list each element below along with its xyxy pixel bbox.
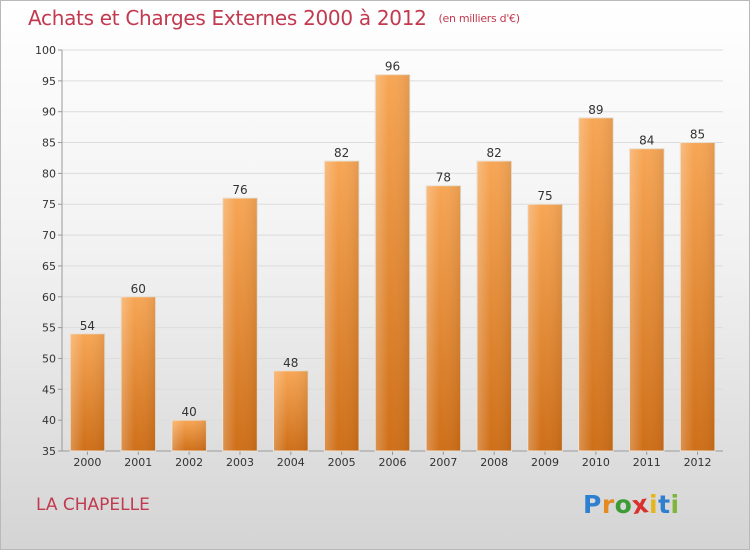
bar-shine-2006 xyxy=(375,74,410,451)
bar-shine-2008 xyxy=(476,161,512,452)
bar-shine-2002 xyxy=(171,420,207,451)
y-tick-label: 80 xyxy=(42,167,56,180)
bar-shine-2003 xyxy=(222,198,258,451)
proxiti-logo: Proxiti xyxy=(583,488,680,521)
x-tick-label-2003: 2003 xyxy=(226,456,254,469)
y-tick-label: 70 xyxy=(42,229,56,242)
x-tick-label-2006: 2006 xyxy=(379,456,407,469)
logo-letter: r xyxy=(601,490,615,519)
y-tick-label: 65 xyxy=(42,260,56,273)
value-label-2001: 60 xyxy=(131,282,146,296)
y-tick-label: 50 xyxy=(42,352,56,365)
value-label-2009: 75 xyxy=(537,189,552,203)
bar-shine-2004 xyxy=(273,370,309,451)
y-tick-label: 45 xyxy=(42,383,56,396)
bar-shine-2007 xyxy=(426,185,461,451)
y-tick-label: 60 xyxy=(42,291,56,304)
bar-shine-2012 xyxy=(680,142,715,452)
value-label-2010: 89 xyxy=(588,103,603,117)
logo-letter: i xyxy=(670,490,680,519)
y-tick-label: 95 xyxy=(42,75,56,88)
value-label-2012: 85 xyxy=(690,128,705,142)
value-label-2011: 84 xyxy=(639,134,654,148)
logo-letter: P xyxy=(583,490,602,519)
x-tick-label-2004: 2004 xyxy=(277,456,305,469)
x-tick-label-2001: 2001 xyxy=(124,456,152,469)
value-label-2003: 76 xyxy=(232,183,247,197)
bar-shine-2005 xyxy=(324,161,359,452)
y-tick-label: 75 xyxy=(42,198,56,211)
x-tick-label-2008: 2008 xyxy=(480,456,508,469)
value-label-2004: 48 xyxy=(283,356,298,370)
value-label-2000: 54 xyxy=(80,319,95,333)
logo-letter: x xyxy=(630,488,651,521)
y-tick-label: 55 xyxy=(42,322,56,335)
labels: 54 2000 60 2001 40 2002 76 2003 48 2004 82 2005 96 20… xyxy=(73,60,711,469)
x-tick-label-2009: 2009 xyxy=(531,456,559,469)
y-tick-label: 85 xyxy=(42,137,56,150)
logo-letter: t xyxy=(658,490,671,519)
y-tick-label: 40 xyxy=(42,414,56,427)
y-tick-label: 90 xyxy=(42,106,56,119)
x-tick-label-2011: 2011 xyxy=(633,456,661,469)
logo-letter: o xyxy=(614,490,633,519)
value-label-2008: 82 xyxy=(487,146,502,160)
x-tick-label-2007: 2007 xyxy=(429,456,457,469)
value-label-2002: 40 xyxy=(181,405,196,419)
x-tick-label-2012: 2012 xyxy=(684,456,712,469)
chart-unit: (en milliers d'€) xyxy=(438,12,520,25)
bar-shine-2010 xyxy=(578,117,614,451)
value-label-2006: 96 xyxy=(385,60,400,74)
x-tick-label-2010: 2010 xyxy=(582,456,610,469)
y-tick-label: 35 xyxy=(42,445,56,458)
commune-name: LA CHAPELLE xyxy=(36,495,150,515)
value-label-2007: 78 xyxy=(436,171,451,185)
y-tick-label: 100 xyxy=(35,44,56,57)
x-tick-label-2000: 2000 xyxy=(73,456,101,469)
x-tick-label-2005: 2005 xyxy=(328,456,356,469)
bar-shine-2000 xyxy=(70,333,105,451)
x-tick-label-2002: 2002 xyxy=(175,456,203,469)
bar-shine-2001 xyxy=(120,296,156,451)
chart-title: Achats et Charges Externes 2000 à 2012 (e… xyxy=(28,6,520,30)
bar-shine-2009 xyxy=(527,204,563,451)
bar-shine-2011 xyxy=(629,148,665,451)
bars xyxy=(69,74,716,452)
logo-letter: i xyxy=(649,490,659,519)
value-label-2005: 82 xyxy=(334,146,349,160)
chart-title-text: Achats et Charges Externes 2000 à 2012 xyxy=(28,6,427,30)
